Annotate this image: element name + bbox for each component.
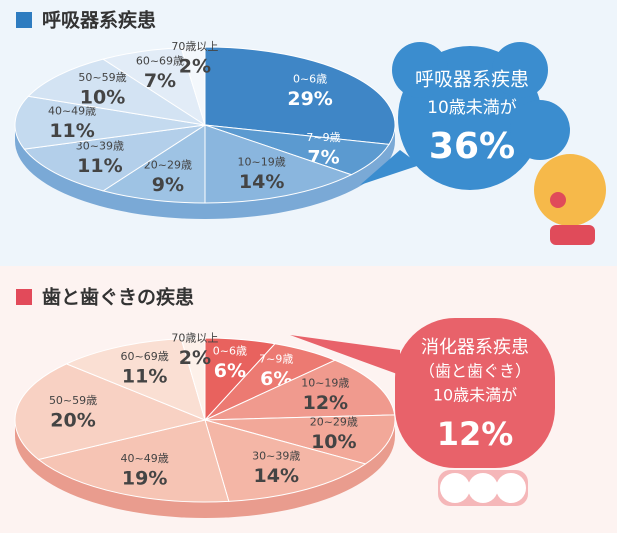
slice-category: 20~29歳 [310, 415, 358, 428]
slice-category: 7~9歳 [259, 353, 293, 366]
title-marker [16, 289, 32, 305]
callout-value: 36% [429, 126, 515, 167]
callout-text: 呼吸器系疾患 [415, 69, 529, 91]
slice-category: 60~69歳 [136, 55, 184, 68]
slice-category: 50~59歳 [49, 394, 97, 407]
slice-category: 10~19歳 [238, 155, 286, 168]
title-marker [16, 12, 32, 28]
slice-category: 0~6歳 [293, 73, 327, 86]
slice-category: 7~9歳 [306, 131, 340, 144]
slice-value: 11% [122, 365, 167, 387]
callout-text: （歯と歯ぐき） [419, 362, 531, 381]
slice-category: 40~49歳 [121, 452, 169, 465]
callout-value: 12% [437, 415, 514, 453]
slice-category: 50~59歳 [78, 71, 126, 84]
slice-value: 14% [254, 465, 299, 487]
slice-value: 29% [287, 88, 332, 110]
slice-value: 2% [179, 55, 211, 77]
callout-text: 10歳未満が [427, 98, 517, 118]
slice-value: 6% [214, 360, 246, 382]
slice-value: 20% [50, 409, 95, 431]
chart-title: 歯と歯ぐきの疾患 [42, 286, 194, 309]
slice-value: 9% [152, 174, 184, 196]
slice-value: 10% [80, 87, 125, 109]
slice-category: 0~6歳 [213, 345, 247, 358]
slice-value: 11% [49, 120, 94, 142]
slice-value: 7% [144, 70, 176, 92]
slice-value: 11% [77, 155, 122, 177]
slice-category: 60~69歳 [121, 350, 169, 363]
infographic: 0~6歳 29% 7~9歳 7% 10~19歳 14% 20~29歳 9% 30~39歳 11% 4… [0, 0, 617, 533]
slice-value: 10% [311, 431, 356, 453]
slice-category: 30~39歳 [252, 449, 300, 462]
slice-category: 10~19歳 [301, 377, 349, 390]
callout-text: 10歳未満が [433, 386, 517, 405]
slice-value: 19% [122, 468, 167, 490]
slice-category: 70歳以上 [171, 331, 218, 344]
slice-value: 2% [179, 347, 211, 369]
slice-value: 14% [239, 171, 284, 193]
callout-text: 消化器系疾患 [421, 337, 529, 358]
teeth [438, 470, 528, 506]
slice-value: 12% [303, 392, 348, 414]
chart-title: 呼吸器系疾患 [42, 9, 156, 32]
slice-category: 70歳以上 [171, 40, 218, 53]
